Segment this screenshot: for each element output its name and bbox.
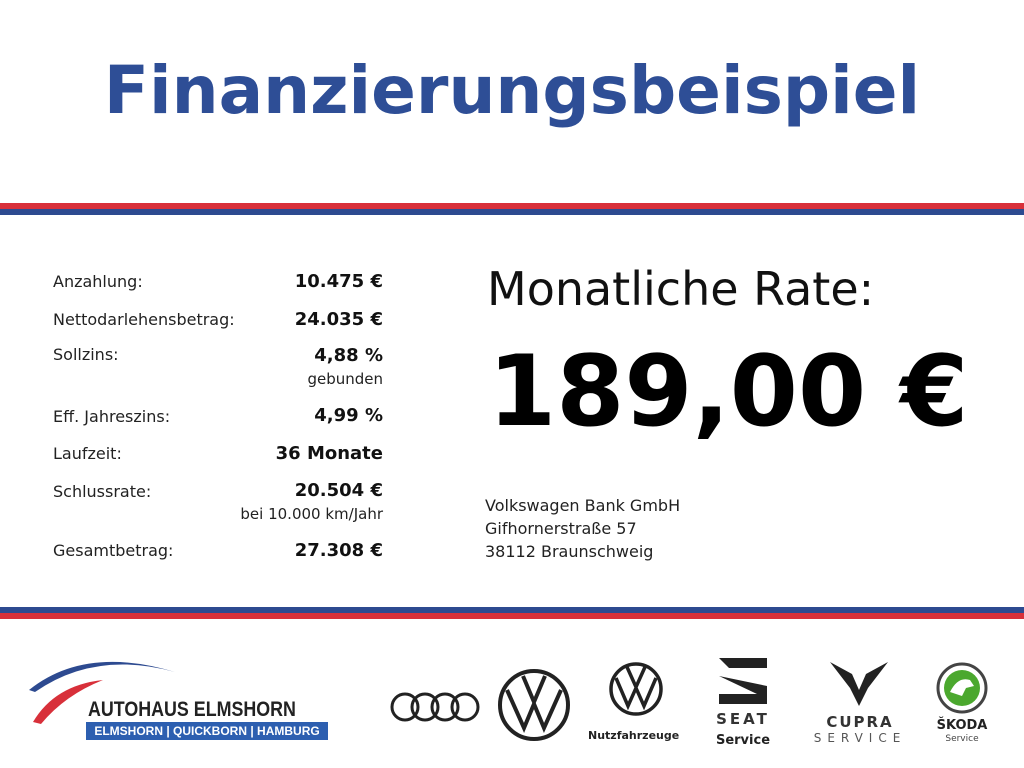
bank-city: 38112 Braunschweig: [485, 542, 654, 561]
cupra-service-label: SERVICE: [813, 731, 907, 745]
monthly-rate-value: 189,00 €: [488, 335, 969, 449]
blue-stripe: [0, 209, 1024, 215]
bank-street: Gifhornerstraße 57: [485, 519, 637, 538]
seat-logo-icon: [719, 658, 767, 704]
dealer-swoosh-logo: [29, 661, 175, 724]
note-schlussrate: bei 10.000 km/Jahr: [240, 505, 383, 523]
label-nettodarlehensbetrag: Nettodarlehensbetrag:: [53, 310, 235, 329]
label-schlussrate: Schlussrate:: [53, 482, 152, 501]
note-sollzins: gebunden: [307, 370, 383, 388]
vw-nutzfahrzeuge-label: Nutzfahrzeuge: [588, 729, 680, 742]
skoda-logo-icon: [936, 662, 988, 714]
bank-name: Volkswagen Bank GmbH: [485, 496, 681, 515]
value-sollzins: 4,88 %: [314, 345, 383, 366]
value-gesamtbetrag: 27.308 €: [294, 540, 383, 561]
red-stripe: [0, 203, 1024, 209]
vw-nutzfahrzeuge-logo-icon: [609, 662, 663, 716]
red-stripe-bottom: [0, 613, 1024, 619]
skoda-service-label: Service: [945, 734, 979, 744]
vw-logo-icon: [498, 669, 570, 741]
value-nettodarlehensbetrag: 24.035 €: [294, 309, 383, 330]
label-gesamtbetrag: Gesamtbetrag:: [53, 541, 174, 560]
cupra-logo-icon: [830, 662, 888, 706]
seat-label: SEAT: [716, 710, 770, 728]
label-eff-jahreszins: Eff. Jahreszins:: [53, 407, 171, 426]
cupra-label: CUPRA: [826, 713, 894, 731]
value-schlussrate: 20.504 €: [294, 480, 383, 501]
value-laufzeit: 36 Monate: [275, 443, 383, 464]
dealer-name: AUTOHAUS ELMSHORN: [88, 698, 296, 721]
page-title: Finanzierungsbeispiel: [103, 52, 921, 129]
seat-service-label: Service: [715, 733, 771, 748]
dealer-locations: ELMSHORN | QUICKBORN | HAMBURG: [86, 722, 328, 740]
value-eff-jahreszins: 4,99 %: [314, 405, 383, 426]
label-laufzeit: Laufzeit:: [53, 444, 122, 463]
monthly-rate-label: Monatliche Rate:: [487, 262, 875, 316]
skoda-label: ŠKODA: [936, 718, 988, 733]
label-anzahlung: Anzahlung:: [53, 272, 143, 291]
audi-rings-icon: [390, 692, 480, 722]
blue-stripe-bottom: [0, 607, 1024, 613]
value-anzahlung: 10.475 €: [294, 271, 383, 292]
label-sollzins: Sollzins:: [53, 345, 119, 364]
